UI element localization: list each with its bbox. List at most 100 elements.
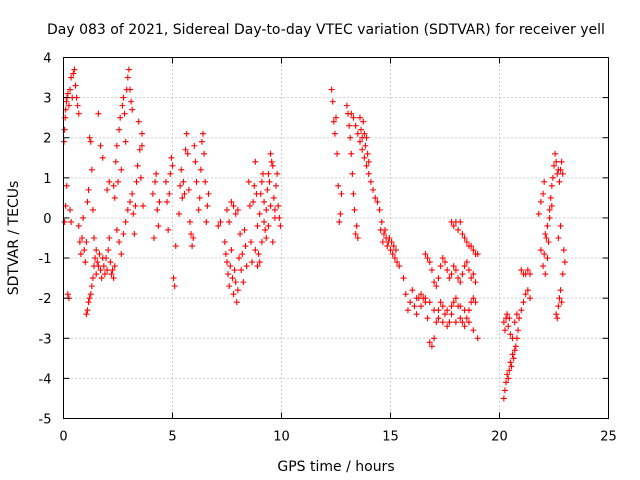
- data-point: [361, 154, 368, 161]
- data-point: [149, 190, 156, 197]
- x-tick-label: 0: [59, 430, 67, 445]
- plot-frame: [63, 57, 609, 419]
- data-point: [103, 255, 110, 262]
- data-point: [426, 339, 433, 346]
- x-tick-label: 10: [273, 430, 290, 445]
- data-point: [125, 66, 132, 73]
- data-point: [273, 182, 280, 189]
- data-point: [276, 214, 283, 221]
- data-point: [511, 319, 518, 326]
- data-point: [554, 315, 561, 322]
- data-point: [246, 202, 253, 209]
- data-point: [433, 319, 440, 326]
- data-point: [72, 82, 79, 89]
- data-point: [352, 230, 359, 237]
- data-point: [390, 243, 397, 250]
- data-point: [267, 150, 274, 157]
- data-point: [140, 202, 147, 209]
- data-point: [396, 263, 403, 270]
- data-point: [535, 210, 542, 217]
- data-point: [363, 162, 370, 169]
- data-point: [346, 122, 353, 129]
- data-point: [503, 379, 510, 386]
- data-point: [111, 194, 118, 201]
- data-point: [507, 359, 514, 366]
- data-point: [333, 114, 339, 121]
- data-point: [63, 98, 70, 105]
- data-point: [437, 263, 444, 270]
- data-point: [537, 247, 544, 254]
- data-point: [545, 239, 552, 246]
- data-point: [227, 263, 234, 270]
- data-point: [75, 110, 82, 117]
- data-point: [461, 307, 468, 314]
- data-point: [256, 259, 263, 266]
- data-point: [265, 170, 272, 177]
- data-point: [511, 347, 518, 354]
- data-point: [472, 299, 479, 306]
- data-point: [226, 283, 233, 290]
- data-point: [424, 255, 431, 262]
- data-point: [251, 182, 258, 189]
- data-point: [134, 162, 141, 169]
- data-point: [461, 263, 468, 270]
- data-point: [116, 126, 123, 133]
- data-point: [356, 138, 363, 145]
- data-point: [198, 138, 205, 145]
- data-point: [391, 255, 398, 262]
- data-point: [504, 371, 511, 378]
- data-point: [108, 271, 115, 278]
- data-point: [64, 291, 71, 298]
- data-point: [330, 118, 337, 125]
- data-point: [559, 170, 566, 177]
- data-point: [549, 174, 556, 181]
- data-point: [463, 259, 470, 266]
- data-point: [129, 106, 136, 113]
- data-point: [457, 303, 464, 310]
- data-point: [468, 275, 475, 282]
- y-tick-label: 1: [43, 172, 51, 187]
- data-point: [269, 162, 276, 169]
- data-point: [86, 295, 93, 302]
- data-point: [262, 226, 269, 233]
- data-point: [192, 158, 199, 165]
- data-point: [558, 158, 565, 165]
- data-point: [541, 251, 548, 258]
- data-point: [392, 247, 399, 254]
- data-point: [359, 146, 366, 153]
- data-point: [101, 271, 108, 278]
- data-point: [217, 218, 224, 225]
- data-point: [107, 259, 114, 266]
- data-point: [509, 335, 516, 342]
- data-point: [106, 178, 113, 185]
- data-point: [179, 194, 186, 201]
- data-point: [138, 130, 145, 137]
- data-point: [265, 222, 272, 229]
- data-point: [442, 311, 448, 318]
- data-point: [504, 311, 511, 318]
- y-tick-label: 2: [43, 132, 51, 147]
- data-point: [448, 303, 455, 310]
- data-point: [234, 287, 241, 294]
- data-point: [556, 178, 563, 185]
- data-point: [131, 230, 138, 237]
- y-tick-label: 3: [43, 92, 51, 107]
- data-point: [65, 102, 72, 109]
- data-point: [73, 94, 80, 101]
- data-point: [258, 178, 265, 185]
- data-point: [439, 255, 446, 262]
- data-point: [431, 335, 438, 342]
- data-point: [64, 90, 71, 97]
- data-point: [135, 118, 142, 125]
- data-point: [431, 279, 438, 286]
- data-point: [360, 118, 367, 125]
- y-tick-label: 4: [43, 52, 51, 67]
- data-point: [137, 174, 144, 181]
- data-point: [263, 235, 270, 241]
- data-point: [138, 142, 145, 149]
- data-point: [229, 275, 236, 282]
- data-point: [465, 267, 472, 274]
- data-point: [348, 110, 355, 117]
- data-point: [120, 230, 127, 237]
- data-point: [527, 295, 534, 302]
